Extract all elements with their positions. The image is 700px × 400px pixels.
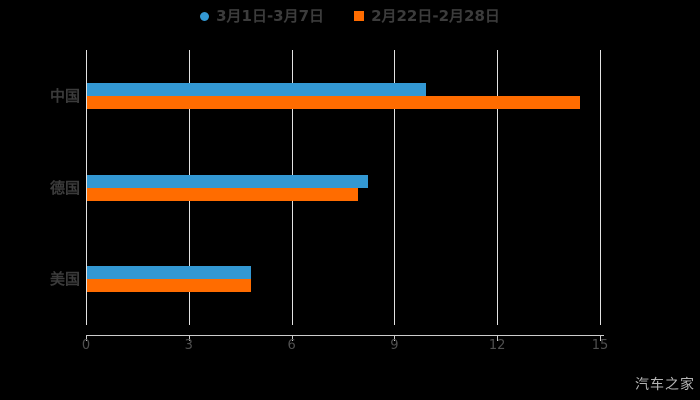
gridline xyxy=(86,50,87,325)
gridline xyxy=(394,50,396,325)
x-axis-tick-label: 0 xyxy=(81,338,91,353)
legend-label: 3月1日-3月7日 xyxy=(216,6,325,25)
x-axis-tick-label: 6 xyxy=(287,338,296,353)
y-axis-category-label: 美国 xyxy=(49,270,80,289)
x-axis-tick xyxy=(188,335,190,341)
gridline xyxy=(497,50,499,325)
bar-德国-series-0[interactable] xyxy=(87,174,368,188)
watermark: 汽车之家 xyxy=(635,377,695,393)
gridline xyxy=(600,50,601,325)
x-axis-tick-label: 12 xyxy=(488,338,506,353)
bar-美国-series-0[interactable] xyxy=(87,266,252,280)
x-axis-line xyxy=(86,335,604,336)
x-axis-tick xyxy=(86,335,87,341)
bar-德国-series-1[interactable] xyxy=(87,187,358,201)
x-axis-tick-label: 9 xyxy=(390,338,399,353)
y-axis-category-label: 德国 xyxy=(49,178,80,197)
legend: 3月1日-3月7日 2月22日-2月28日 xyxy=(0,5,700,27)
legend-marker-icon xyxy=(354,11,365,21)
legend-item-1[interactable]: 2月22日-2月28日 xyxy=(354,6,500,25)
x-axis-tick-label: 3 xyxy=(184,338,193,353)
y-axis-category-label: 中国 xyxy=(49,86,80,105)
bar-中国-series-1[interactable] xyxy=(87,95,581,109)
x-axis-tick xyxy=(497,335,499,341)
x-axis-tick xyxy=(600,335,601,341)
legend-marker-icon xyxy=(200,11,210,21)
x-axis-tick-label: 15 xyxy=(591,338,609,353)
x-axis-tick xyxy=(291,335,293,341)
legend-label: 2月22日-2月28日 xyxy=(371,6,500,25)
bar-美国-series-1[interactable] xyxy=(87,279,252,293)
legend-item-0[interactable]: 3月1日-3月7日 xyxy=(200,6,325,25)
x-axis-tick xyxy=(394,335,396,341)
bar-中国-series-0[interactable] xyxy=(87,82,427,96)
